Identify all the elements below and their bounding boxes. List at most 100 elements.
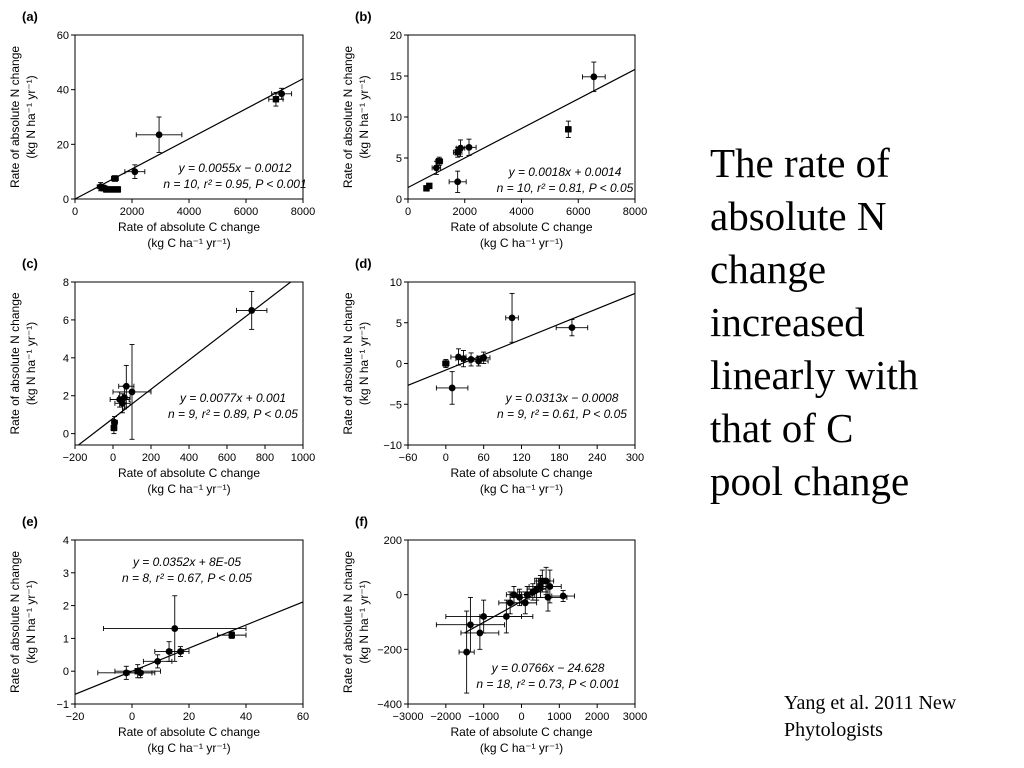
y-axis-unit: (kg N ha⁻¹ yr⁻¹) — [357, 75, 371, 158]
data-point — [435, 371, 469, 405]
panel-label: (c) — [22, 256, 38, 271]
y-axis-unit: (kg N ha⁻¹ yr⁻¹) — [357, 580, 371, 663]
square-marker — [228, 631, 235, 639]
y-tick-label: 10 — [390, 112, 402, 124]
circle-marker — [128, 388, 136, 396]
x-tick-label: 0 — [405, 206, 411, 218]
scatter-panel: (b) 0 2000 4000 6000 8000 0 5 10 15 20 Rate of abso… — [341, 9, 647, 250]
scatter-panel: (f)−3000 −2000 −1000 0 1000 2000 3000−400−2000… — [341, 514, 647, 755]
data-point — [128, 667, 153, 679]
headline-line: change — [710, 246, 827, 292]
x-axis-label: Rate of absolute C change — [118, 220, 260, 234]
citation-line: Yang et al. 2011 New — [784, 692, 957, 714]
circle-marker — [476, 629, 484, 637]
circle-marker — [177, 648, 184, 655]
square-marker — [426, 182, 433, 190]
data-point — [565, 120, 572, 138]
x-tick-label: 2000 — [120, 206, 144, 218]
y-tick-label: 0 — [63, 666, 69, 678]
data-point — [455, 139, 466, 157]
y-axis-unit: (kg N ha⁻¹ yr⁻¹) — [24, 580, 38, 663]
x-tick-label: 240 — [588, 452, 606, 464]
data-point — [582, 61, 606, 93]
x-axis-unit: (kg C ha⁻¹ yr⁻¹) — [147, 236, 230, 250]
circle-marker — [248, 307, 256, 314]
data-point — [448, 170, 467, 193]
citation-text: Yang et al. 2011 New Phytologists — [784, 690, 1014, 744]
x-tick-label: 400 — [180, 452, 198, 464]
x-tick-label: −60 — [399, 452, 418, 464]
y-tick-label: 10 — [390, 277, 402, 289]
x-tick-label: 4000 — [509, 206, 533, 218]
circle-marker — [111, 418, 118, 426]
regression-annotation: n = 9, r² = 0.89, P < 0.05 — [168, 407, 298, 421]
data-point — [435, 156, 444, 166]
y-tick-label: 8 — [63, 277, 69, 289]
panel-label: (a) — [22, 9, 38, 24]
regression-line — [75, 601, 303, 695]
circle-marker — [568, 324, 576, 332]
panel-label: (f) — [355, 514, 368, 529]
y-tick-label: −5 — [389, 399, 402, 411]
square-marker — [111, 175, 119, 182]
y-tick-label: 0 — [396, 194, 402, 206]
regression-annotation: y = 0.0766x − 24.628 — [491, 661, 605, 675]
circle-marker — [510, 591, 518, 599]
headline-line: linearly with — [710, 352, 919, 398]
x-tick-label: 60 — [478, 452, 490, 464]
circle-marker — [137, 669, 144, 677]
y-tick-label: 6 — [63, 315, 69, 327]
scatter-panel: (c) −200 0 200 400 600 800 1000 0 2 4 6 8 Rate of abs… — [8, 256, 315, 496]
data-point — [426, 182, 433, 190]
circle-marker — [457, 144, 464, 152]
y-tick-label: 3 — [63, 568, 69, 580]
x-tick-label: 8000 — [623, 206, 647, 218]
y-tick-label: 5 — [396, 318, 402, 330]
regression-annotation: n = 10, r² = 0.95, P < 0.001 — [163, 177, 306, 191]
y-axis-label: Rate of absolute N change — [8, 551, 22, 693]
x-tick-label: 20 — [183, 711, 195, 723]
x-tick-label: 300 — [626, 452, 644, 464]
y-axis-label: Rate of absolute N change — [341, 46, 355, 188]
data-point — [118, 364, 135, 408]
y-tick-label: 60 — [57, 30, 69, 42]
y-tick-label: 2 — [63, 391, 69, 403]
y-tick-label: 20 — [57, 139, 69, 151]
circle-marker — [171, 625, 179, 632]
headline-line: The rate of — [710, 140, 890, 186]
x-tick-label: 0 — [110, 452, 116, 464]
x-tick-label: 0 — [129, 711, 135, 723]
circle-marker — [546, 583, 554, 590]
regression-annotation: y = 0.0018x + 0.0014 — [508, 165, 622, 179]
data-point — [111, 175, 119, 182]
regression-annotation: n = 18, r² = 0.73, P < 0.001 — [476, 677, 619, 691]
x-axis-unit: (kg C ha⁻¹ yr⁻¹) — [480, 236, 563, 250]
circle-marker — [508, 314, 516, 322]
circle-marker — [465, 143, 473, 151]
square-marker — [565, 126, 572, 133]
data-point — [505, 292, 519, 343]
y-axis-label: Rate of absolute N change — [341, 551, 355, 693]
y-tick-label: 0 — [63, 429, 69, 441]
circle-marker — [467, 621, 474, 629]
data-point — [555, 319, 589, 337]
circle-marker — [506, 599, 514, 607]
y-tick-label: 0 — [396, 590, 402, 602]
circle-marker — [542, 577, 550, 585]
x-tick-label: 4000 — [177, 206, 201, 218]
y-tick-label: 40 — [57, 85, 69, 97]
x-tick-label: 8000 — [291, 206, 315, 218]
x-tick-label: 1000 — [547, 711, 571, 723]
y-tick-label: 1 — [63, 633, 69, 645]
circle-marker — [590, 73, 598, 81]
circle-marker — [516, 594, 524, 601]
headline-line: absolute N — [710, 193, 887, 239]
x-tick-label: 0 — [443, 452, 449, 464]
regression-annotation: n = 8, r² = 0.67, P < 0.05 — [122, 571, 252, 585]
regression-annotation: y = 0.0055x − 0.0012 — [178, 161, 292, 175]
circle-marker — [122, 382, 130, 390]
circle-marker — [121, 394, 128, 402]
circle-marker — [122, 669, 130, 677]
x-axis-unit: (kg C ha⁻¹ yr⁻¹) — [147, 482, 230, 496]
y-tick-label: 4 — [63, 535, 69, 547]
